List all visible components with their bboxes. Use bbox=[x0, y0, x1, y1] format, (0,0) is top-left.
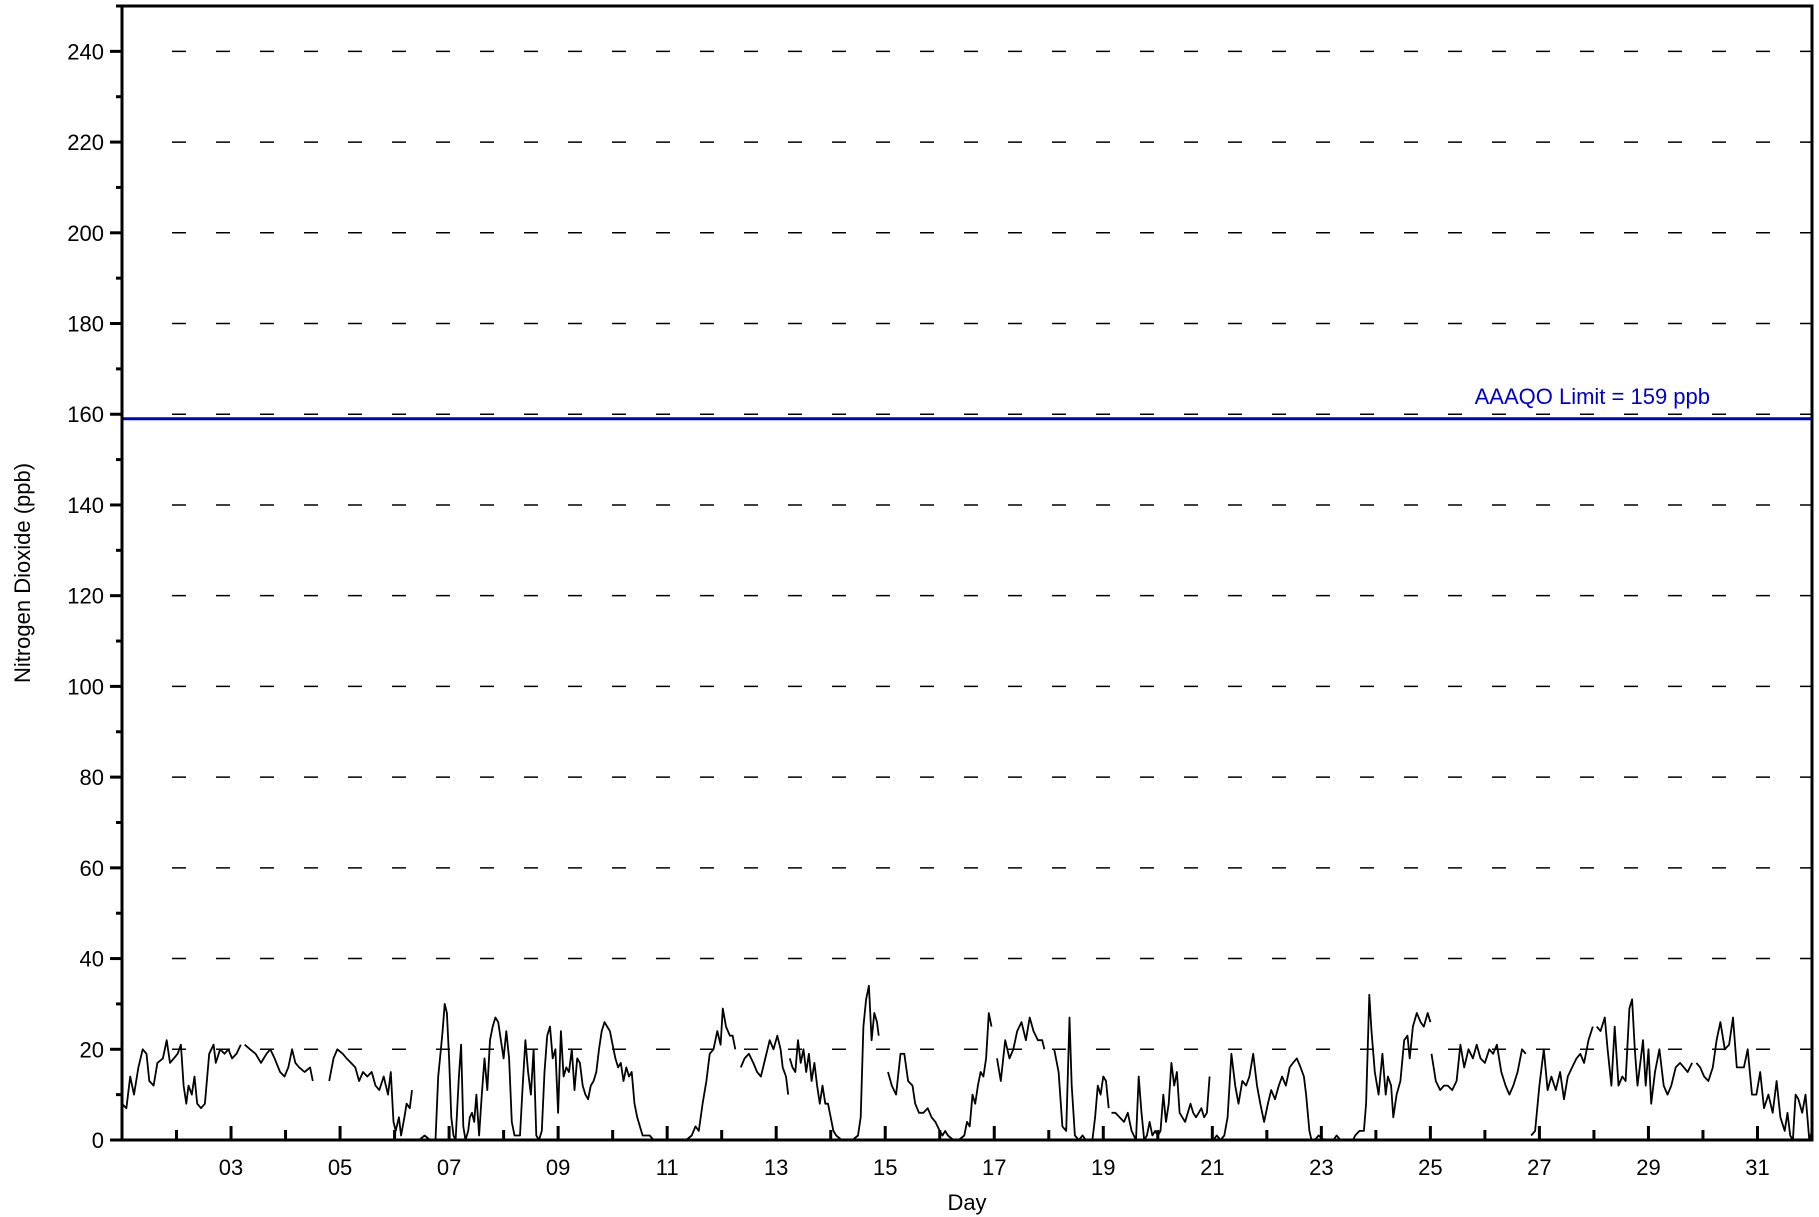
series-line-segment bbox=[413, 1003, 655, 1141]
series-line-segment bbox=[1111, 1062, 1211, 1141]
x-tick-label: 15 bbox=[873, 1155, 897, 1180]
x-tick-label: 31 bbox=[1745, 1155, 1769, 1180]
x-tick-label: 29 bbox=[1636, 1155, 1660, 1180]
y-tick-label: 60 bbox=[80, 856, 104, 881]
x-tick-label: 27 bbox=[1527, 1155, 1551, 1180]
y-tick-label: 0 bbox=[92, 1128, 104, 1153]
y-tick-label: 20 bbox=[80, 1037, 104, 1062]
limit-line-group: AAAQO Limit = 159 ppb bbox=[122, 384, 1812, 421]
series-line-segment bbox=[1430, 1043, 1527, 1096]
gridlines bbox=[172, 50, 1812, 1051]
x-tick-label: 21 bbox=[1200, 1155, 1224, 1180]
y-tick-label: 180 bbox=[67, 312, 104, 337]
aaaqo-limit-label: AAAQO Limit = 159 ppb bbox=[1475, 384, 1710, 409]
series-line-segment bbox=[685, 1007, 737, 1141]
x-tick-label: 25 bbox=[1418, 1155, 1442, 1180]
y-tick-label: 100 bbox=[67, 674, 104, 699]
series-line-segment bbox=[244, 1044, 314, 1082]
x-axis-title: Day bbox=[947, 1190, 986, 1215]
y-tick-label: 200 bbox=[67, 221, 104, 246]
x-tick-label: 17 bbox=[982, 1155, 1006, 1180]
y-tick-label: 160 bbox=[67, 402, 104, 427]
x-tick-label: 03 bbox=[219, 1155, 243, 1180]
no2-series bbox=[121, 984, 1813, 1141]
y-axis: 0 20 40 60 80 100 120 140 160 180 200 220 240 bbox=[67, 4, 122, 1153]
series-line-segment bbox=[996, 1016, 1046, 1082]
series-line-segment bbox=[887, 1052, 954, 1141]
x-tick-label: 23 bbox=[1309, 1155, 1333, 1180]
y-tick-label: 140 bbox=[67, 493, 104, 518]
y-tick-label: 240 bbox=[67, 39, 104, 64]
series-line-segment bbox=[958, 1012, 993, 1141]
y-tick-label: 80 bbox=[80, 765, 104, 790]
plot-frame bbox=[120, 4, 1814, 1142]
x-tick-label: 09 bbox=[546, 1155, 570, 1180]
x-tick-label: 11 bbox=[656, 1155, 679, 1180]
series-line-segment bbox=[1695, 1016, 1813, 1141]
y-tick-label: 220 bbox=[67, 130, 104, 155]
y-tick-label: 120 bbox=[67, 584, 104, 609]
series-line-segment bbox=[1596, 998, 1693, 1105]
x-tick-label: 07 bbox=[437, 1155, 461, 1180]
y-tick-label: 40 bbox=[80, 947, 104, 972]
series-line-segment bbox=[788, 984, 880, 1141]
series-line-segment bbox=[1314, 993, 1432, 1141]
series-line-segment bbox=[1053, 1016, 1110, 1141]
series-line-segment bbox=[328, 1048, 413, 1137]
x-tick-label: 13 bbox=[764, 1155, 788, 1180]
y-axis-title: Nitrogen Dioxide (ppb) bbox=[10, 463, 35, 683]
x-axis: 03 05 07 09 11 13 15 17 19 21 23 25 27 29 31 bbox=[120, 1126, 1814, 1180]
series-line-segment bbox=[1530, 1026, 1594, 1137]
x-tick-label: 19 bbox=[1091, 1155, 1115, 1180]
series-line-segment bbox=[1212, 1052, 1313, 1141]
series-line-segment bbox=[739, 1034, 790, 1095]
x-tick-label: 05 bbox=[328, 1155, 352, 1180]
series-line-segment bbox=[121, 1039, 242, 1110]
